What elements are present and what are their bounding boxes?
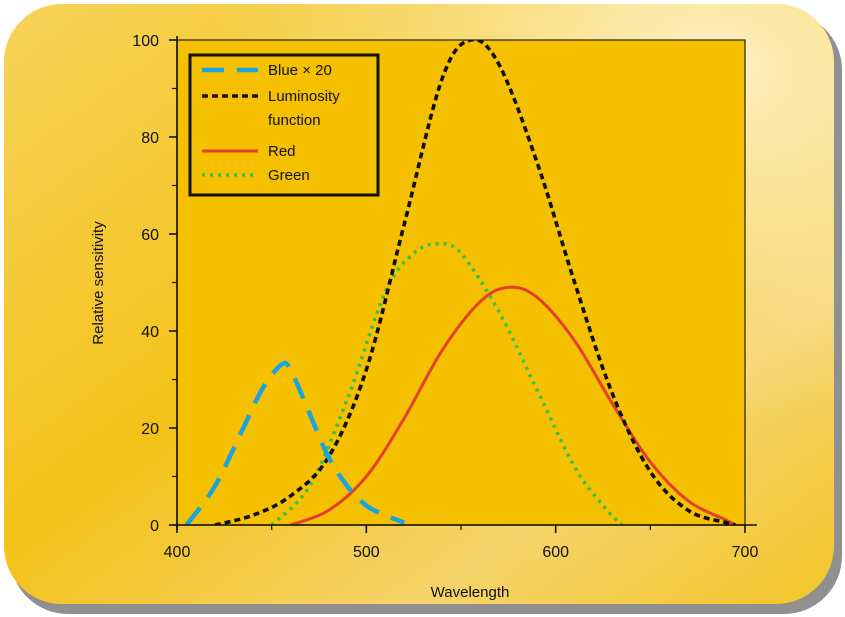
legend-label-2: Red	[268, 143, 296, 160]
legend-label-1: function	[268, 112, 321, 129]
x-axis-title: Wavelength	[431, 584, 510, 601]
legend-label-0: Blue × 20	[268, 62, 332, 79]
x-tick-label: 400	[164, 544, 191, 561]
series-line-0	[184, 360, 405, 525]
legend-label-3: Green	[268, 167, 310, 184]
x-tick-label: 600	[542, 544, 569, 561]
series-line-2	[289, 285, 737, 525]
y-axis-title: Relative sensitivity	[90, 221, 107, 345]
y-tick-label: 100	[132, 33, 159, 50]
y-tick-label: 0	[150, 518, 159, 535]
y-tick-label: 20	[141, 421, 159, 438]
x-tick-label: 700	[732, 544, 759, 561]
legend-box	[188, 53, 380, 197]
y-tick-label: 60	[141, 227, 159, 244]
x-tick-label: 500	[353, 544, 380, 561]
axis-ticks: 400 500 600 700 0 20 40 60 80 100	[132, 33, 758, 561]
series-lines	[184, 40, 737, 525]
legend: Blue × 20 Luminosity function Red Green	[188, 53, 380, 197]
legend-label-1: Luminosity	[268, 88, 340, 105]
y-tick-label: 80	[141, 130, 159, 147]
y-tick-label: 40	[141, 324, 159, 341]
